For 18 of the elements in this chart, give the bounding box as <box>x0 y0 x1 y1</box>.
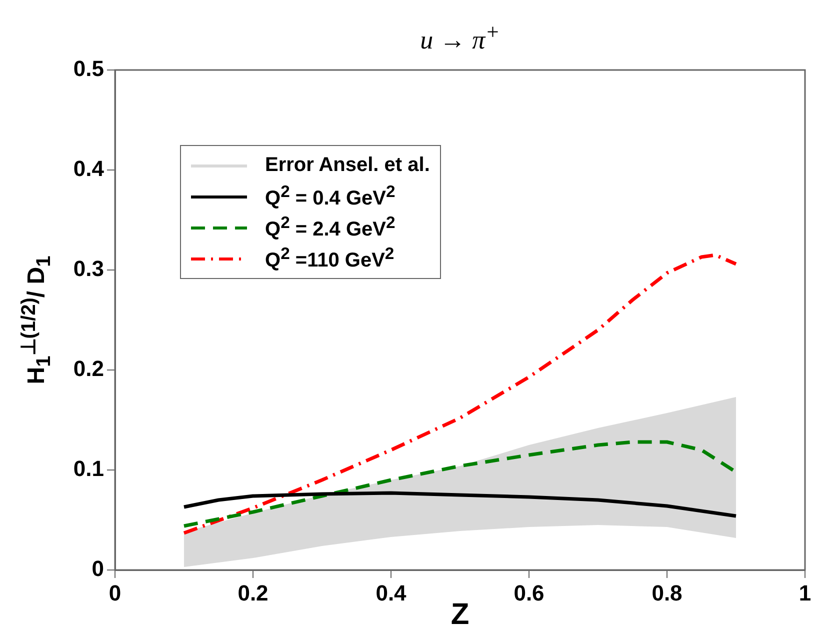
y-tick-label: 0.1 <box>73 456 104 482</box>
x-tick-label: 0.6 <box>514 580 544 606</box>
legend-label: Q$^{2}$ = 2.4 GeV$^{2}$ <box>265 213 396 242</box>
y-tick-label: 0.5 <box>73 56 104 82</box>
chart-title: u → π$^{+}$ <box>419 20 501 56</box>
x-tick-label: 0.4 <box>376 580 408 606</box>
x-axis-title: Z <box>450 598 470 631</box>
y-tick-label: 0.2 <box>73 356 104 382</box>
x-tick-label: 0.2 <box>238 580 268 606</box>
y-tick-label: 0.3 <box>73 256 104 282</box>
legend-label: Q$^{2}$ = 0.4 GeV$^{2}$ <box>265 182 396 211</box>
x-tick-label: 0 <box>108 580 122 606</box>
x-tick-label: 1 <box>798 580 812 606</box>
x-tick-label: 0.8 <box>652 580 682 606</box>
legend-label: Q$^{2}$ =110 GeV$^{2}$ <box>265 244 394 273</box>
legend-label: Error Ansel. et al. <box>265 154 430 177</box>
y-tick-label: 0 <box>92 556 104 582</box>
y-tick-label: 0.4 <box>73 156 105 182</box>
